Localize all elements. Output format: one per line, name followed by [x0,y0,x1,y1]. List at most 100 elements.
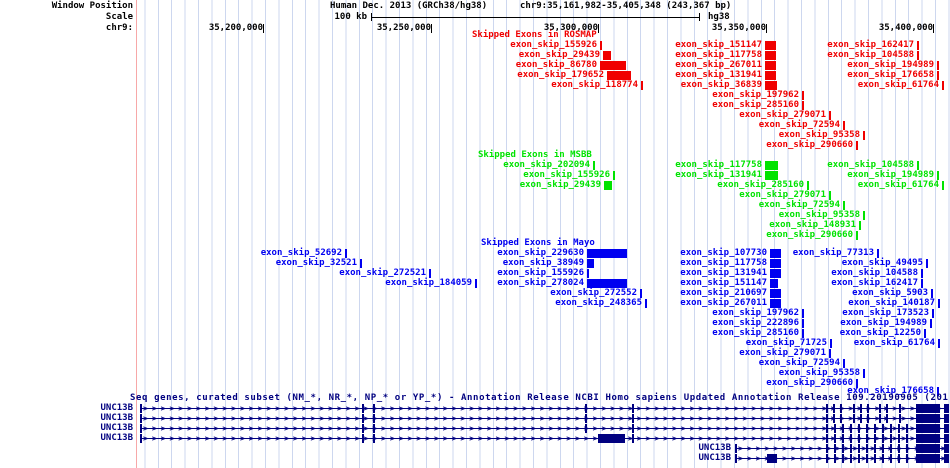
exon-skip-item-feature[interactable] [926,259,928,268]
exon-skip-item-label[interactable]: exon_skip_155926 [497,268,584,278]
gene-exon-bar[interactable] [834,434,836,443]
gene-exon-box[interactable] [916,414,940,423]
exon-skip-item-label[interactable]: exon_skip_117758 [680,258,767,268]
exon-skip-item-label[interactable]: exon_skip_285160 [717,180,804,190]
gene-exon-bar[interactable] [853,414,855,423]
exon-skip-item-label[interactable]: exon_skip_279071 [739,110,826,120]
exon-skip-item-feature[interactable] [770,289,781,298]
exon-skip-item-feature[interactable] [770,279,778,288]
gene-exon-bar[interactable] [858,454,860,463]
gene-exon-bar[interactable] [858,424,860,433]
gene-exon-bar[interactable] [874,434,876,443]
exon-skip-item-feature[interactable] [765,41,776,50]
exon-skip-item-feature[interactable] [802,101,804,110]
exon-skip-item-label[interactable]: exon_skip_104588 [827,50,914,60]
gene-exon-bar[interactable] [373,404,375,413]
exon-skip-item-label[interactable]: exon_skip_151147 [680,278,767,288]
exon-skip-item-feature[interactable] [587,259,594,268]
exon-skip-item-label[interactable]: exon_skip_140187 [848,298,935,308]
exon-skip-item-feature[interactable] [942,181,944,190]
exon-skip-item-label[interactable]: exon_skip_279071 [739,348,826,358]
gene-exon-bar[interactable] [890,434,892,443]
exon-skip-item-label[interactable]: exon_skip_131941 [680,268,767,278]
exon-skip-item-feature[interactable] [765,71,776,80]
gene-exon-bar[interactable] [826,434,828,443]
exon-skip-item-feature[interactable] [937,61,939,70]
exon-skip-item-feature[interactable] [856,231,858,240]
exon-skip-item-label[interactable]: exon_skip_248365 [555,298,642,308]
gene-exon-bar[interactable] [834,424,836,433]
gene-exon-bar[interactable] [834,444,836,453]
exon-skip-item-label[interactable]: exon_skip_104588 [831,268,918,278]
exon-skip-item-label[interactable]: exon_skip_72594 [758,358,840,368]
gene-exon-box[interactable] [944,434,949,443]
exon-skip-item-feature[interactable] [937,171,939,180]
exon-skip-item-label[interactable]: exon_skip_197962 [712,308,799,318]
exon-skip-item-feature[interactable] [600,41,602,50]
exon-skip-item-feature[interactable] [802,329,804,338]
gene-exon-bar[interactable] [585,404,587,413]
exon-skip-item-label[interactable]: exon_skip_131941 [675,170,762,180]
gene-exon-bar[interactable] [632,414,634,423]
gene-exon-bar[interactable] [362,414,364,423]
exon-skip-item-label[interactable]: exon_skip_12250 [839,328,921,338]
exon-skip-item-feature[interactable] [829,111,831,120]
track-title-msbb[interactable]: Skipped Exons in MSBB [478,150,592,160]
gene-exon-bar[interactable] [890,444,892,453]
exon-skip-item-feature[interactable] [765,161,778,170]
gene-label[interactable]: UNC13B [100,413,133,423]
gene-exon-bar[interactable] [898,434,900,443]
gene-exon-bar[interactable] [362,424,364,433]
gene-exon-bar[interactable] [906,454,908,463]
exon-skip-item-label[interactable]: exon_skip_267011 [680,298,767,308]
exon-skip-item-label[interactable]: exon_skip_210697 [680,288,767,298]
gene-exon-box[interactable] [598,434,625,443]
gene-exon-bar[interactable] [833,404,835,413]
exon-skip-item-feature[interactable] [863,131,865,140]
exon-skip-item-feature[interactable] [802,319,804,328]
gene-label[interactable]: UNC13B [698,453,731,463]
exon-skip-item-feature[interactable] [843,359,845,368]
gene-exon-bar[interactable] [826,424,828,433]
gene-exon-bar[interactable] [899,404,901,413]
exon-skip-item-feature[interactable] [429,269,431,278]
exon-skip-item-label[interactable]: exon_skip_173523 [842,308,929,318]
exon-skip-item-label[interactable]: exon_skip_285160 [712,328,799,338]
gene-exon-bar[interactable] [906,444,908,453]
exon-skip-item-feature[interactable] [843,121,845,130]
exon-skip-item-feature[interactable] [802,309,804,318]
exon-skip-item-label[interactable]: exon_skip_71725 [745,338,827,348]
gene-exon-box[interactable] [916,434,940,443]
exon-skip-item-feature[interactable] [765,51,776,60]
exon-skip-item-label[interactable]: exon_skip_290660 [766,378,853,388]
exon-skip-item-feature[interactable] [937,71,939,80]
exon-skip-item-label[interactable]: exon_skip_279071 [739,190,826,200]
exon-skip-item-feature[interactable] [765,81,777,90]
gene-label[interactable]: UNC13B [698,443,731,453]
gene-exon-bar[interactable] [890,424,892,433]
gene-exon-bar[interactable] [632,424,634,433]
gene-exon-box[interactable] [916,454,940,463]
gene-exon-bar[interactable] [585,424,587,433]
exon-skip-item-feature[interactable] [603,51,611,60]
exon-skip-item-feature[interactable] [587,279,627,288]
exon-skip-item-label[interactable]: exon_skip_61764 [857,180,939,190]
gene-exon-bar[interactable] [867,414,869,423]
exon-skip-item-feature[interactable] [770,269,781,278]
gene-exon-box[interactable] [944,424,949,433]
gene-exon-bar[interactable] [874,454,876,463]
exon-skip-item-label[interactable]: exon_skip_117758 [675,50,762,60]
gene-exon-bar[interactable] [860,414,862,423]
exon-skip-item-feature[interactable] [917,41,919,50]
gene-exon-bar[interactable] [879,414,881,423]
gene-exon-bar[interactable] [874,424,876,433]
exon-skip-item-feature[interactable] [856,379,858,388]
gene-exon-bar[interactable] [866,444,868,453]
exon-skip-item-label[interactable]: exon_skip_194989 [847,60,934,70]
gene-exon-bar[interactable] [866,434,868,443]
exon-skip-item-feature[interactable] [863,369,865,378]
gene-exon-bar[interactable] [362,434,364,443]
exon-skip-item-label[interactable]: exon_skip_278024 [497,278,584,288]
gene-exon-bar[interactable] [879,404,881,413]
exon-skip-item-feature[interactable] [593,161,595,170]
